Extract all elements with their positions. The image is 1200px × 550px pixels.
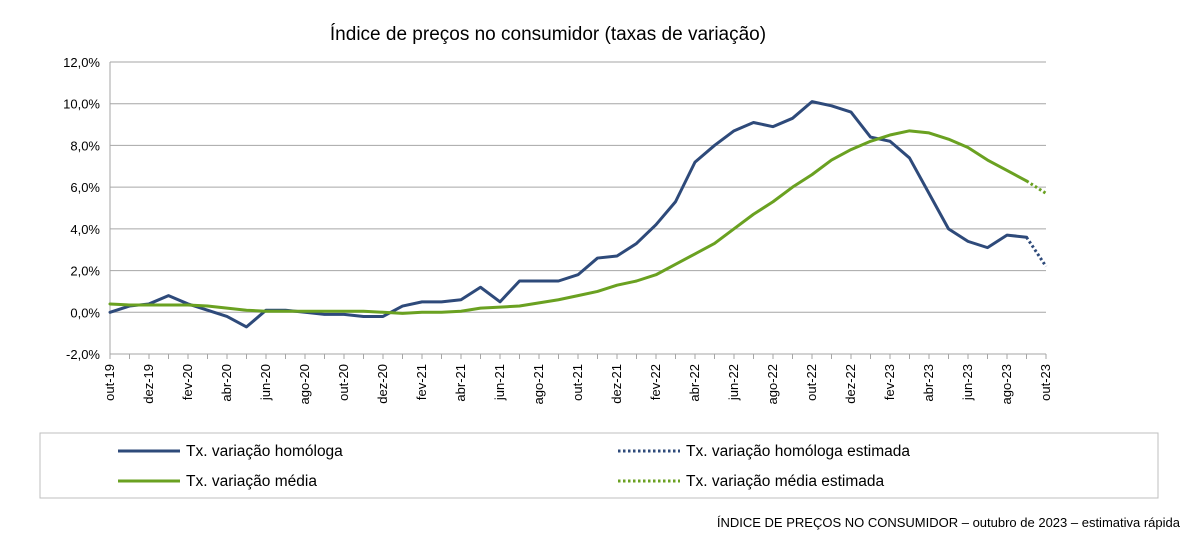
x-tick-label: ago-23 [999, 364, 1014, 404]
x-tick-label: out-19 [102, 364, 117, 401]
series-lines [108, 100, 1048, 329]
y-tick-label: 0,0% [70, 305, 100, 320]
x-tick-label: jun-22 [726, 364, 741, 401]
legend-box [39, 432, 1159, 499]
series-line-3 [1025, 179, 1047, 195]
y-tick-label: 10,0% [63, 97, 100, 112]
x-tick-label: dez-20 [375, 364, 390, 404]
series-line-2 [108, 129, 1028, 315]
x-tick-label: jun-21 [492, 364, 507, 401]
chart-title: Índice de preços no consumidor (taxas de… [330, 24, 766, 45]
footer-caption: ÍNDICE DE PREÇOS NO CONSUMIDOR – outubro… [717, 515, 1181, 530]
x-tick-label: out-23 [1038, 364, 1053, 401]
x-tick-label: ago-20 [297, 364, 312, 404]
y-tick-label: 4,0% [70, 222, 100, 237]
x-tick-label: out-20 [336, 364, 351, 401]
x-tick-label: abr-23 [921, 364, 936, 402]
y-tick-label: 8,0% [70, 138, 100, 153]
x-axis-ticks: out-19 dez-19 fev-20 abr-20 jun-20 ago-20 out-… [102, 354, 1053, 404]
legend-label-3: Tx. variação média estimada [686, 473, 885, 490]
series-line-1 [1025, 236, 1048, 268]
y-tick-label: 2,0% [70, 264, 100, 279]
x-tick-label: fev-23 [882, 364, 897, 400]
x-tick-label: abr-22 [687, 364, 702, 402]
x-tick-label: jun-20 [258, 364, 273, 401]
x-tick-label: jun-23 [960, 364, 975, 401]
x-tick-label: ago-21 [531, 364, 546, 404]
x-tick-label: fev-22 [648, 364, 663, 400]
x-tick-label: abr-21 [453, 364, 468, 402]
x-tick-label: dez-21 [609, 364, 624, 404]
y-axis-ticks: 12,0% 10,0% 8,0% 6,0% 4,0% 2,0% 0,0% -2,0% [63, 55, 100, 362]
x-tick-label: dez-22 [843, 364, 858, 404]
x-tick-label: abr-20 [219, 364, 234, 402]
x-tick-label: ago-22 [765, 364, 780, 404]
legend: Tx. variação homóloga Tx. variação homólo… [118, 443, 910, 490]
series-line-0 [108, 100, 1028, 329]
x-tick-label: out-21 [570, 364, 585, 401]
x-tick-label: fev-20 [180, 364, 195, 400]
x-tick-label: fev-21 [414, 364, 429, 400]
legend-label-2: Tx. variação média [186, 473, 317, 490]
legend-label-1: Tx. variação homóloga estimada [686, 443, 910, 460]
y-tick-label: -2,0% [66, 347, 100, 362]
x-tick-label: dez-19 [141, 364, 156, 404]
y-tick-label: 12,0% [63, 55, 100, 70]
x-tick-label: out-22 [804, 364, 819, 401]
legend-label-0: Tx. variação homóloga [186, 443, 343, 460]
y-tick-label: 6,0% [70, 180, 100, 195]
